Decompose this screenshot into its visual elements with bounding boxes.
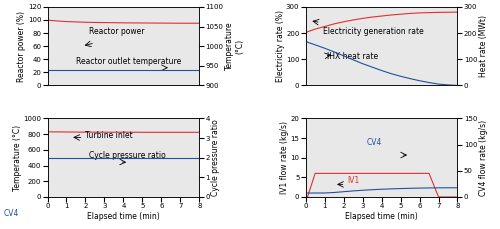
Y-axis label: CV4 flow rate (kg/s): CV4 flow rate (kg/s) <box>478 120 488 196</box>
Text: Cycle pressure ratio: Cycle pressure ratio <box>90 151 166 161</box>
X-axis label: Elapsed time (min): Elapsed time (min) <box>87 212 160 221</box>
Text: CV4: CV4 <box>3 209 18 218</box>
Text: CV4: CV4 <box>366 138 382 147</box>
Text: Electricity generation rate: Electricity generation rate <box>322 27 424 36</box>
Text: Turbine inlet: Turbine inlet <box>86 131 133 140</box>
Text: IV1: IV1 <box>348 176 360 185</box>
Y-axis label: Cycle pressure ratio: Cycle pressure ratio <box>212 119 220 196</box>
Y-axis label: Electricity rate (%): Electricity rate (%) <box>276 10 284 82</box>
Text: IHX heat rate: IHX heat rate <box>326 52 378 61</box>
X-axis label: Elapsed time (min): Elapsed time (min) <box>345 212 418 221</box>
Y-axis label: Temperature (°C): Temperature (°C) <box>13 125 22 191</box>
Y-axis label: Heat rate (MWt): Heat rate (MWt) <box>478 15 488 77</box>
Text: Reactor outlet temperature: Reactor outlet temperature <box>76 57 181 66</box>
Text: Reactor power: Reactor power <box>90 27 145 36</box>
Y-axis label: IV1 flow rate (kg/s): IV1 flow rate (kg/s) <box>280 121 289 194</box>
Y-axis label: Reactor power (%): Reactor power (%) <box>18 11 26 82</box>
Y-axis label: Temperature
(°C): Temperature (°C) <box>225 22 244 71</box>
